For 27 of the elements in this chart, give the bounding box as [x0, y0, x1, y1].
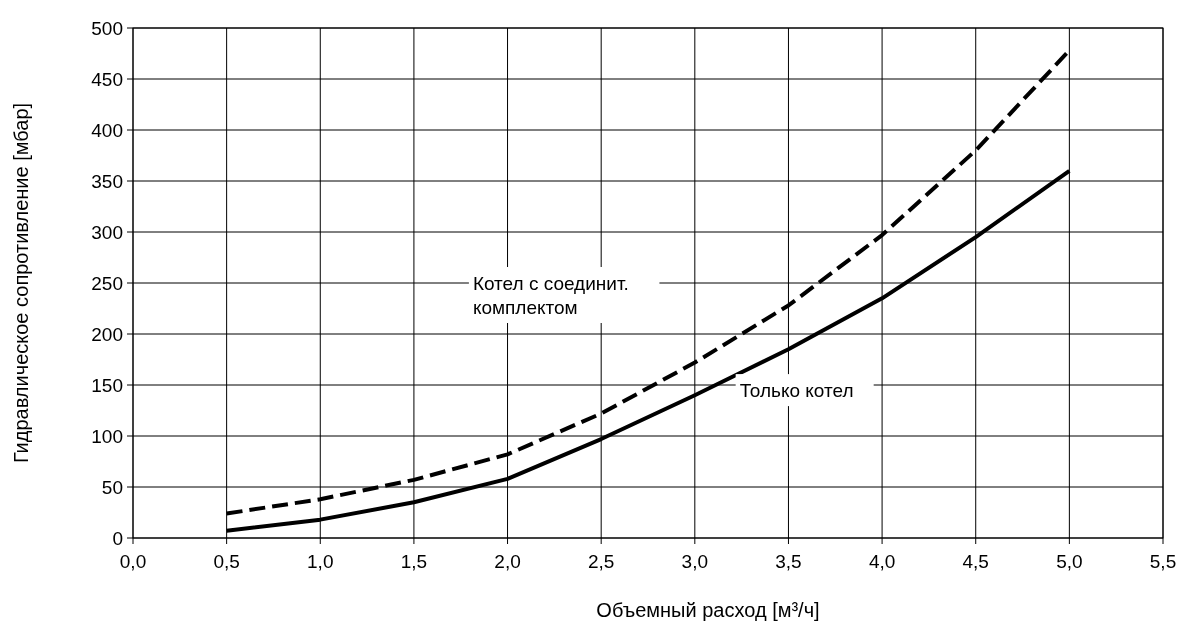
- x-tick-label: 0,5: [213, 551, 240, 572]
- x-tick-label: 5,0: [1056, 551, 1083, 572]
- y-tick-label: 50: [101, 476, 123, 498]
- x-tick-label: 2,0: [494, 551, 521, 572]
- x-tick-label: 1,0: [307, 551, 334, 572]
- x-tick-label: 5,5: [1149, 551, 1177, 572]
- x-tick-label: 1,5: [400, 551, 428, 572]
- y-tick-label: 350: [91, 170, 123, 192]
- y-tick-label: 450: [91, 68, 123, 90]
- y-tick-label: 400: [91, 119, 123, 141]
- x-tick-label: 2,5: [587, 551, 615, 572]
- annotation: Только котел: [739, 379, 854, 401]
- y-tick-label: 500: [91, 17, 123, 39]
- x-tick-label: 3,5: [775, 551, 802, 572]
- y-tick-label: 0: [112, 527, 123, 549]
- x-tick-label: 0,0: [119, 551, 147, 572]
- y-axis-title: Гидравлическое сопротивление [мбар]: [10, 102, 32, 464]
- y-tick-label: 300: [91, 221, 123, 243]
- y-tick-label: 250: [91, 272, 123, 294]
- x-tick-label: 4,0: [868, 551, 896, 572]
- x-tick-label: 4,5: [962, 551, 989, 572]
- y-tick-label: 200: [91, 323, 123, 345]
- annotation: Котел с соединит. комплектом: [472, 272, 629, 318]
- x-axis-title: Объемный расход [м³/ч]: [596, 599, 820, 621]
- x-tick-label: 3,0: [681, 551, 709, 572]
- y-tick-label: 100: [91, 425, 123, 447]
- y-tick-label: 150: [91, 374, 123, 396]
